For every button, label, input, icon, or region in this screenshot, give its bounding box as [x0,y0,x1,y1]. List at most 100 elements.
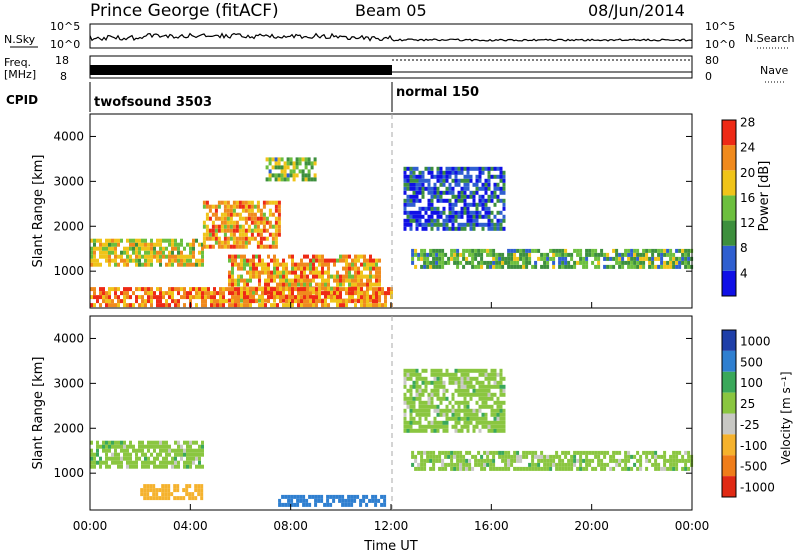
power-cell-band-3 [289,169,293,174]
power-cell-band-1 [265,200,269,205]
power-cell-band-4 [621,264,625,269]
power-cell-band-4 [534,264,538,269]
power-cell-band-2 [372,266,375,271]
power-cell-band-4 [552,264,556,269]
velocity-cell-band-4 [409,392,413,397]
power-cell-band-6 [333,291,336,296]
power-cell-band-2 [267,270,270,275]
velocity-cell-band-2 [341,498,345,503]
velocity-cell-band-3 [639,466,643,471]
power-cell-band-4 [444,252,448,257]
velocity-colorbar-swatch-6 [722,455,736,477]
velocity-cell-band-0 [174,452,177,457]
velocity-cell-band-4 [427,400,431,405]
power-cell-band-6 [117,295,120,300]
power-cell-band-4 [612,256,616,261]
power-cell-band-5 [445,222,449,227]
power-cell-band-2 [291,266,294,271]
velocity-cell-band-3 [552,454,556,459]
power-cell-band-0 [168,254,171,259]
power-cell-band-1 [253,228,257,233]
power-cell-band-6 [153,291,156,296]
power-cell-band-2 [366,278,369,283]
power-cell-band-5 [415,198,419,203]
power-cell-band-2 [267,254,270,259]
velocity-cell-band-4 [436,420,440,425]
power-cell-band-5 [421,170,425,175]
power-cell-band-4 [513,260,517,265]
power-cell-band-4 [633,252,637,257]
velocity-cell-band-4 [487,376,491,381]
velocity-cell-band-0 [90,460,93,465]
nave-tick-bottom: 0 [705,70,712,83]
power-cell-band-5 [439,190,443,195]
velocity-cell-band-3 [555,454,559,459]
power-cell-band-2 [369,258,372,263]
power-cell-band-4 [450,252,454,257]
power-cell-band-0 [171,262,174,267]
velocity-cell-band-0 [99,456,102,461]
power-cell-band-4 [558,260,562,265]
velocity-cell-band-3 [423,466,427,471]
power-cell-band-5 [493,182,497,187]
velocity-cell-band-4 [409,408,413,413]
power-cell-band-2 [357,254,360,259]
power-cell-band-5 [436,186,440,191]
velocity-cell-band-4 [490,392,494,397]
power-cell-band-5 [409,174,413,179]
velocity-cell-band-0 [153,440,156,445]
power-cell-band-6 [297,303,300,308]
power-cell-band-5 [406,202,410,207]
power-cell-band-4 [678,256,682,261]
velocity-cell-band-4 [457,380,461,385]
velocity-cell-band-4 [487,380,491,385]
velocity-cell-band-1 [197,488,201,493]
power-cell-band-2 [267,278,270,283]
velocity-cell-band-0 [174,464,177,469]
velocity-cell-band-3 [444,462,448,467]
power-cell-band-2 [339,258,342,263]
power-cell-band-6 [231,295,234,300]
power-colorbar-tick-4: 20 [740,166,755,180]
power-cell-band-5 [487,206,491,211]
power-cell-band-4 [456,248,460,253]
velocity-cell-band-2 [278,498,282,503]
velocity-cell-band-4 [415,372,419,377]
velocity-cell-band-0 [102,444,105,449]
power-cell-band-0 [105,258,108,263]
velocity-cell-band-0 [93,452,96,457]
nave-tick-top: 80 [705,54,719,67]
power-cell-band-5 [460,214,464,219]
velocity-cell-band-4 [457,368,461,373]
power-cell-band-2 [237,254,240,259]
power-cell-band-4 [621,260,625,265]
power-cell-band-1 [202,200,206,205]
power-cell-band-6 [267,295,270,300]
velocity-cell-band-3 [585,454,589,459]
power-cell-band-4 [606,264,610,269]
power-cell-band-6 [261,295,264,300]
velocity-cell-band-4 [469,376,473,381]
velocity-cell-band-4 [481,384,485,389]
velocity-cell-band-3 [498,450,502,455]
power-cell-band-6 [300,299,303,304]
velocity-cell-band-4 [484,416,488,421]
power-cell-band-6 [300,287,303,292]
power-cell-band-2 [330,298,333,303]
velocity-cell-band-4 [415,412,419,417]
velocity-cell-band-1 [152,492,156,497]
power-cell-band-5 [502,182,506,187]
power-cell-band-3 [268,157,272,162]
power-cell-band-6 [294,295,297,300]
power-cell-band-5 [418,222,422,227]
velocity-cell-band-0 [162,444,165,449]
power-cell-band-6 [348,291,351,296]
power-cell-band-1 [265,228,269,233]
power-cell-band-1 [259,216,263,221]
power-cell-band-4 [552,248,556,253]
velocity-cell-band-4 [436,424,440,429]
power-cell-band-3 [310,177,314,182]
power-cell-band-4 [582,260,586,265]
power-cell-band-5 [454,174,458,179]
noise-right-tick-top: 10^5 [705,20,735,33]
